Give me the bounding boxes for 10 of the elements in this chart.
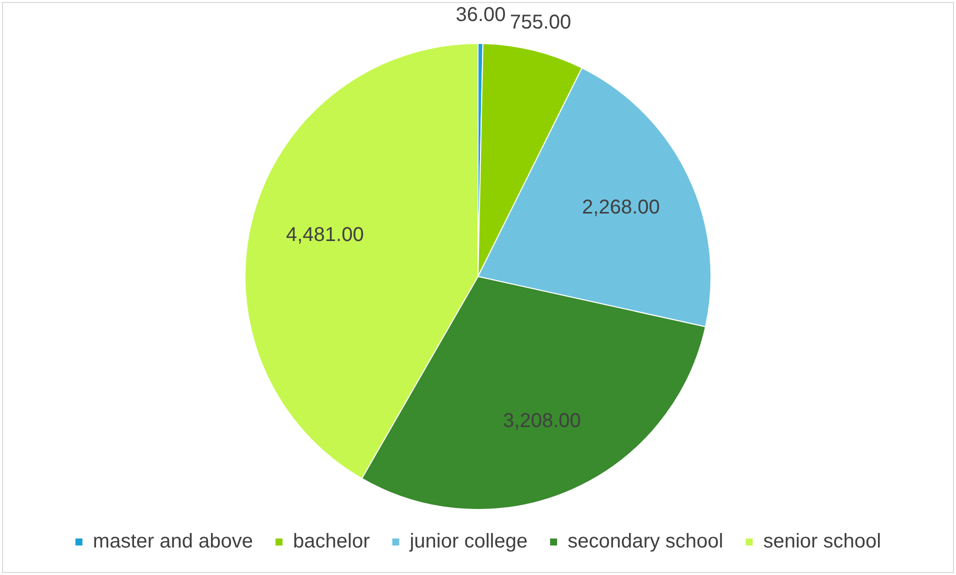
legend-label: master and above xyxy=(92,530,254,553)
data-label: 36.00 xyxy=(456,4,506,26)
legend-label: bachelor xyxy=(293,530,370,553)
legend-label: junior college xyxy=(408,530,528,553)
data-label: 3,208.00 xyxy=(503,410,581,432)
data-label: 755.00 xyxy=(510,12,572,34)
legend-label: senior school xyxy=(763,530,882,553)
legend-label: secondary school xyxy=(568,530,724,553)
data-label: 4,481.00 xyxy=(286,224,364,246)
data-label: 2,268.00 xyxy=(582,196,660,219)
